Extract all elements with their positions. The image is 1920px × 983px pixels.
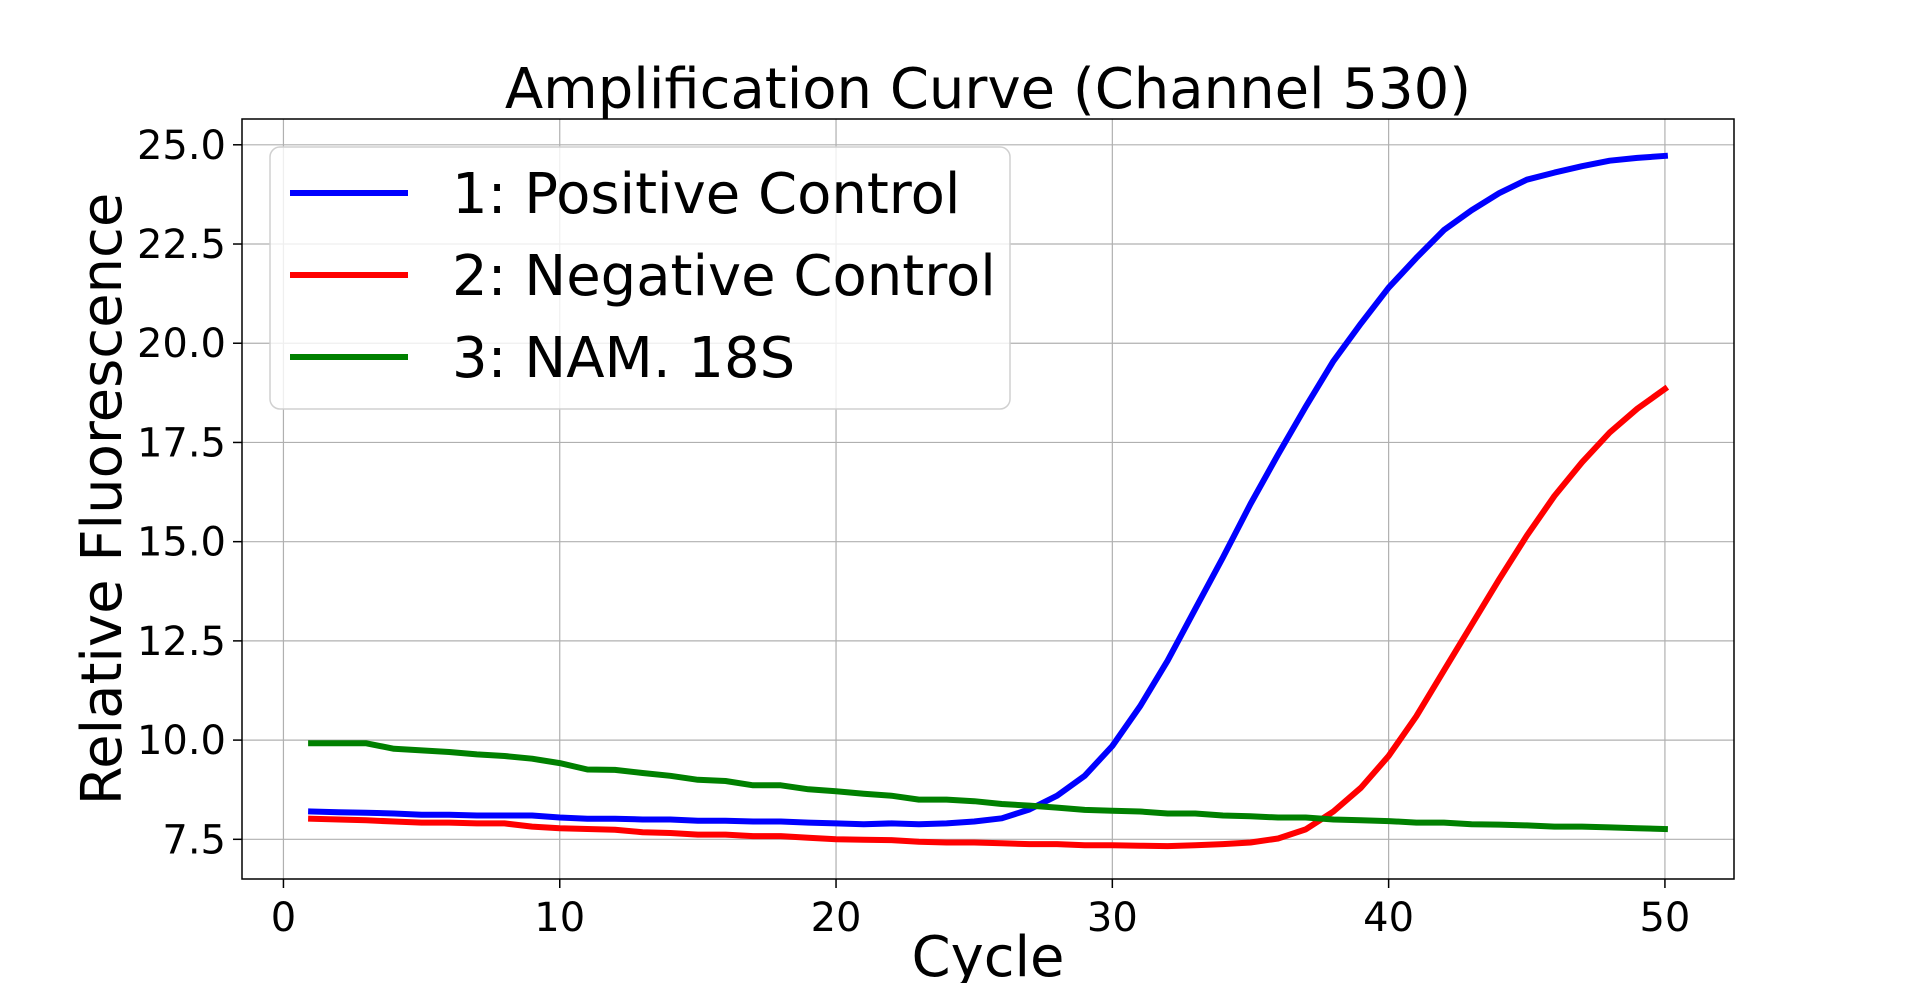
legend-label-3: 3: NAM. 18S (452, 326, 795, 391)
x-tick-label: 10 (534, 895, 585, 941)
x-tick-label: 50 (1639, 895, 1690, 941)
y-tick-label: 15.0 (137, 520, 226, 566)
y-tick-label: 22.5 (137, 222, 226, 268)
y-tick-label: 10.0 (137, 718, 226, 764)
y-axis-label: Relative Fluorescence (70, 193, 135, 806)
y-tick-label: 17.5 (137, 420, 226, 466)
x-tick-label: 30 (1087, 895, 1138, 941)
legend: 1: Positive Control 2: Negative Control 3:… (269, 146, 1011, 410)
x-tick-label: 0 (271, 895, 296, 941)
series-lines (308, 152, 1670, 850)
plot-frame (241, 118, 1735, 880)
x-axis-label: Cycle (911, 925, 1064, 983)
chart-title: Amplification Curve (Channel 530) (505, 57, 1471, 122)
x-tick-label: 40 (1363, 895, 1414, 941)
y-tick-label: 7.5 (162, 817, 226, 863)
y-tick-label: 12.5 (137, 619, 226, 665)
series-line-1 (308, 152, 1669, 828)
legend-label-1: 1: Positive Control (452, 162, 960, 227)
axis-ticks: 0 10 20 30 40 50 7.5 10.0 12.5 15.0 17.5 20.0 22.5 25… (137, 123, 1690, 941)
y-tick-label: 25.0 (137, 123, 226, 169)
series-line-3 (308, 740, 1668, 833)
legend-label-2: 2: Negative Control (452, 244, 996, 309)
legend-box (269, 146, 1011, 410)
series-line-2 (308, 384, 1670, 850)
x-tick-label: 20 (811, 895, 862, 941)
y-tick-label: 20.0 (137, 321, 226, 367)
